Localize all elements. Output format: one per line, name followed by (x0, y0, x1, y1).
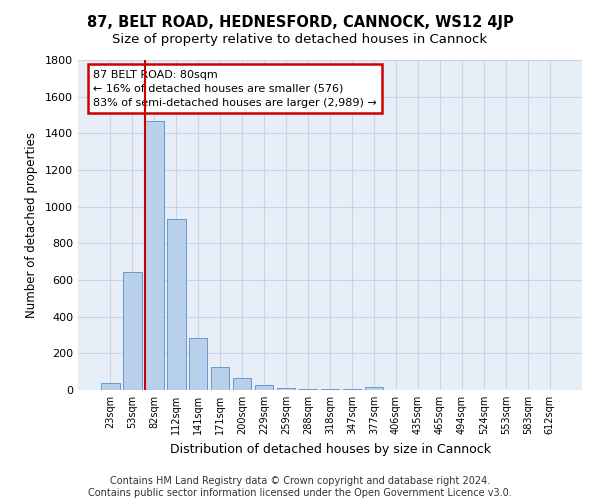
Bar (233, 378, 251, 390)
Bar (145, 120, 164, 390)
Bar (123, 272, 142, 390)
Bar (189, 338, 208, 390)
Y-axis label: Number of detached properties: Number of detached properties (25, 132, 38, 318)
Bar (299, 388, 317, 390)
Bar (167, 218, 185, 390)
Bar (365, 386, 383, 390)
Text: Contains HM Land Registry data © Crown copyright and database right 2024.
Contai: Contains HM Land Registry data © Crown c… (88, 476, 512, 498)
Text: 87, BELT ROAD, HEDNESFORD, CANNOCK, WS12 4JP: 87, BELT ROAD, HEDNESFORD, CANNOCK, WS12… (86, 15, 514, 30)
X-axis label: Distribution of detached houses by size in Cannock: Distribution of detached houses by size … (170, 442, 491, 456)
Bar (320, 389, 340, 390)
Bar (101, 382, 119, 390)
Bar (255, 386, 274, 390)
Text: Size of property relative to detached houses in Cannock: Size of property relative to detached ho… (112, 32, 488, 46)
Bar (211, 367, 229, 390)
Bar (343, 389, 361, 390)
Text: 87 BELT ROAD: 80sqm
← 16% of detached houses are smaller (576)
83% of semi-detac: 87 BELT ROAD: 80sqm ← 16% of detached ho… (93, 70, 377, 108)
Bar (277, 388, 295, 390)
